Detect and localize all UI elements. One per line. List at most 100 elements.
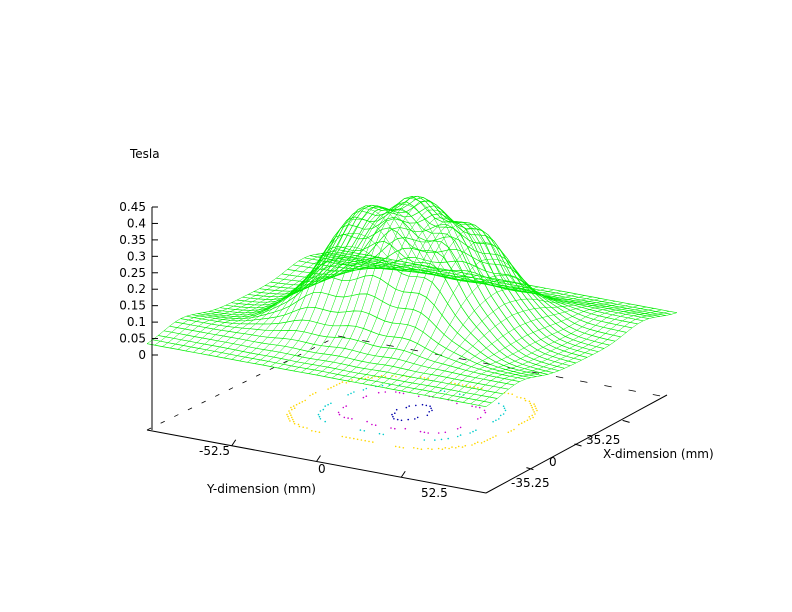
contour-point-level-0.2	[319, 418, 322, 420]
contour-point-level-0.1	[394, 445, 397, 448]
contour-point-level-0.3	[365, 395, 368, 398]
contour-point-level-0.1	[311, 430, 313, 432]
z-tick-label: 0	[138, 348, 146, 362]
contour-point-level-0.1	[314, 391, 317, 394]
contour-point-level-0.1	[364, 439, 367, 442]
contour-point-level-0.2	[330, 402, 332, 405]
contour-point-level-0.2	[378, 432, 381, 435]
surface-mesh	[146, 195, 678, 408]
contour-point-level-0.1	[455, 447, 457, 449]
contour-point-level-0.1	[333, 385, 335, 388]
mesh-line-y	[416, 299, 608, 395]
z-axis: 0.45 0.4 0.35 0.3 0.25 0.2 0.15 0.1 0.05 0	[119, 200, 158, 430]
contour-point-level-0.1	[528, 400, 531, 403]
contour-point-level-0.3	[345, 405, 348, 407]
z-tick-label: 0.3	[127, 249, 146, 263]
contour-point-level-0.3	[477, 418, 479, 420]
z-tick-label: 0.35	[119, 233, 146, 247]
contour-point-level-0.1	[290, 406, 292, 409]
contour-point-level-0.3	[475, 406, 477, 408]
x-tick-label: 35.25	[586, 433, 620, 447]
axis-dash	[215, 394, 220, 397]
contour-point-level-0.2	[498, 418, 500, 420]
mesh-line-y	[169, 253, 362, 349]
mesh-line-y	[162, 252, 354, 347]
contour-point-level-0.3	[419, 430, 422, 433]
axis-dash	[652, 394, 661, 397]
contour-point-level-0.1	[483, 440, 486, 443]
contour-point-level-0.1	[364, 377, 367, 380]
contour-point-level-0.1	[489, 437, 492, 440]
contour-point-level-0.3	[459, 426, 462, 429]
contour-point-level-0.1	[290, 414, 292, 417]
contour-point-level-0.1	[486, 439, 489, 441]
contour-point-level-0.1	[532, 416, 534, 419]
contour-point-level-0.1	[511, 393, 513, 396]
contour-point-level-0.3	[338, 413, 341, 416]
contour-point-level-0.1	[288, 418, 290, 420]
axis-dash	[201, 400, 206, 404]
mesh-line-y	[439, 303, 631, 399]
contour-point-level-0.1	[395, 375, 397, 378]
contour-point-level-0.2	[353, 391, 355, 393]
axis-dash	[628, 389, 636, 392]
contour-point-level-0.3	[342, 406, 345, 409]
contour-point-level-0.4	[408, 405, 411, 407]
contour-point-level-0.4	[407, 418, 410, 421]
contour-point-level-0.4	[414, 418, 416, 420]
contour-point-level-0.3	[483, 409, 486, 412]
contour-point-level-0.3	[374, 424, 377, 427]
mesh-line-y	[185, 256, 377, 352]
mesh-line-y	[447, 305, 639, 400]
contour-point-level-0.1	[318, 431, 321, 434]
mesh-line-y	[424, 300, 616, 396]
contour-point-level-0.1	[457, 445, 460, 448]
mesh-line-y	[262, 208, 454, 366]
contour-point-level-0.2	[495, 419, 497, 422]
y-tick-label: 52.5	[421, 486, 448, 500]
contour-point-level-0.1	[431, 448, 433, 451]
mesh-line-x	[231, 208, 571, 367]
contour-point-level-0.1	[507, 392, 510, 395]
contour-point-level-0.3	[417, 395, 420, 398]
contour-point-level-0.2	[318, 415, 321, 418]
x-tick-mark	[526, 467, 534, 471]
contour-point-level-0.3	[394, 427, 396, 430]
contour-point-level-0.3	[362, 396, 365, 399]
x-axis-label: X-dimension (mm)	[603, 447, 714, 461]
mesh-line-y	[200, 259, 392, 354]
contour-point-level-0.1	[292, 405, 295, 407]
x-axis-line	[485, 394, 668, 494]
contour-point-level-0.1	[293, 422, 296, 425]
contour-point-level-0.1	[297, 423, 300, 426]
contour-point-level-0.1	[471, 444, 473, 446]
contour-point-level-0.1	[477, 387, 479, 389]
contour-point-level-0.1	[368, 440, 370, 443]
mesh-line-y	[316, 195, 508, 376]
z-tick-label: 0.15	[119, 299, 146, 313]
contour-point-level-0.4	[425, 404, 428, 407]
contour-point-level-0.2	[440, 438, 443, 441]
contour-point-level-0.4	[431, 409, 433, 412]
contour-point-level-0.1	[309, 394, 311, 397]
contour-point-level-0.1	[367, 376, 370, 379]
contour-point-level-0.1	[353, 437, 355, 440]
contour-point-level-0.2	[322, 408, 325, 411]
contour-point-level-0.2	[499, 414, 502, 417]
contour-point-level-0.1	[536, 409, 538, 412]
contour-point-level-0.1	[454, 382, 456, 385]
mesh-line-y	[347, 221, 539, 382]
mesh-line-y	[339, 217, 531, 380]
mesh-line-y	[401, 288, 593, 392]
x-tick-mark	[574, 443, 582, 447]
contour-point-level-0.2	[365, 387, 368, 390]
mesh-line-y	[285, 209, 477, 370]
mesh-line-y	[470, 309, 662, 405]
mesh-line-y	[370, 228, 562, 386]
contour-point-level-0.1	[338, 382, 341, 385]
contour-point-level-0.3	[427, 432, 430, 434]
contour-point-level-0.1	[289, 420, 291, 422]
contour-point-level-0.1	[304, 399, 307, 402]
contour-point-level-0.3	[437, 432, 440, 434]
contour-point-level-0.4	[394, 412, 396, 415]
